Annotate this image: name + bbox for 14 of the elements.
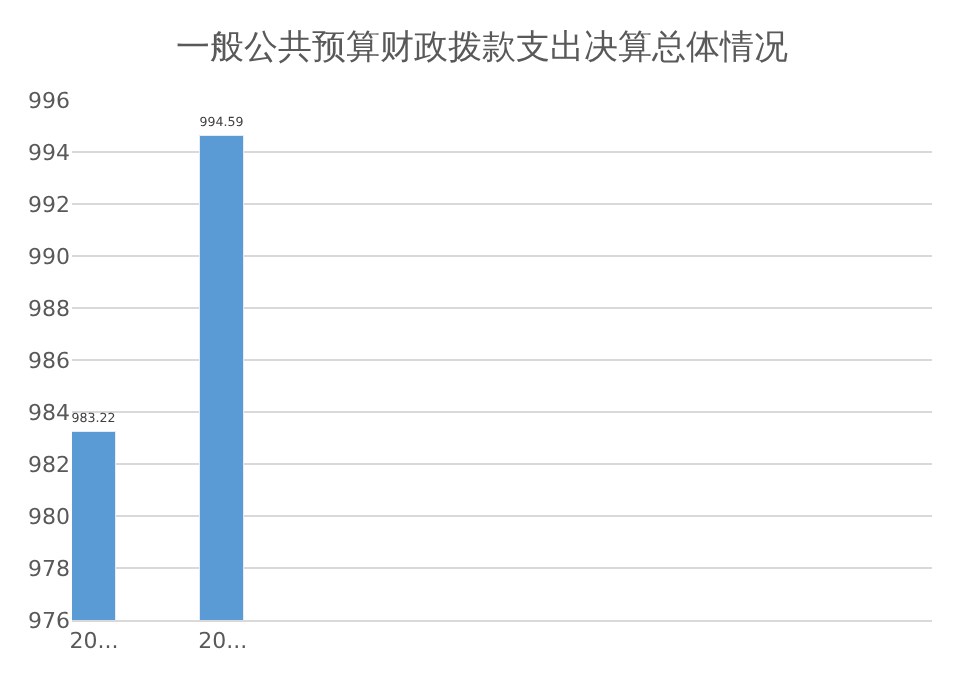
x-tick-label: 20... bbox=[69, 628, 119, 655]
y-tick-label: 986 bbox=[28, 347, 70, 374]
y-tick-label: 994 bbox=[28, 139, 70, 166]
x-tick-label: 20... bbox=[198, 628, 248, 655]
y-tick-label: 984 bbox=[28, 399, 70, 426]
y-tick-label: 990 bbox=[28, 243, 70, 270]
y-tick-label: 976 bbox=[28, 607, 70, 634]
y-tick-label: 982 bbox=[28, 451, 70, 478]
y-tick-label: 992 bbox=[28, 191, 70, 218]
y-tick-label: 996 bbox=[28, 87, 70, 114]
y-tick-label: 988 bbox=[28, 295, 70, 322]
chart-title: 一般公共预算财政拨款支出决算总体情况 bbox=[176, 28, 788, 68]
y-tick-label: 978 bbox=[28, 555, 70, 582]
y-tick-label: 980 bbox=[28, 503, 70, 530]
